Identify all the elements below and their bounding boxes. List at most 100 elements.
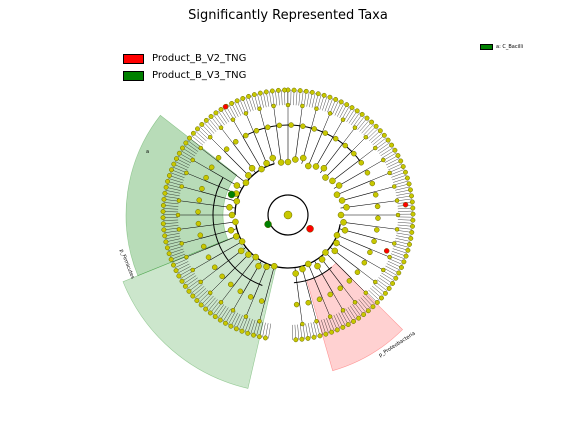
node-leaf bbox=[392, 147, 398, 153]
node-leaf bbox=[203, 117, 209, 123]
leaf-edge bbox=[188, 281, 201, 292]
node-order bbox=[184, 254, 189, 260]
node-leaf bbox=[190, 130, 196, 136]
node-class bbox=[200, 243, 207, 250]
node-leaf bbox=[229, 100, 235, 106]
node-leaf bbox=[169, 167, 174, 173]
leaf-edge bbox=[340, 311, 349, 325]
leaf-edge bbox=[355, 116, 365, 129]
leaf-edge bbox=[263, 92, 267, 108]
node-phylum bbox=[242, 179, 250, 186]
node-class bbox=[211, 264, 218, 271]
leaf-edge bbox=[231, 103, 239, 117]
node-order bbox=[198, 145, 203, 151]
node-order bbox=[190, 267, 195, 273]
node-leaf bbox=[323, 331, 329, 337]
node-enriched-red-b bbox=[383, 248, 390, 254]
node-leaf bbox=[406, 181, 412, 187]
node-leaf bbox=[409, 199, 415, 205]
leaf-edge bbox=[169, 175, 184, 181]
leaf-edge bbox=[386, 263, 401, 271]
proteobacteria-sector bbox=[306, 262, 403, 372]
leaf-edge bbox=[163, 208, 179, 210]
leaf-edge bbox=[294, 324, 297, 340]
node-order bbox=[395, 212, 401, 218]
node-leaf bbox=[223, 320, 228, 326]
node-phylum bbox=[284, 158, 292, 166]
leaf-edge bbox=[251, 95, 257, 110]
node-class bbox=[223, 146, 230, 152]
node-class bbox=[300, 123, 306, 129]
node-phylum bbox=[269, 154, 276, 162]
leaf-edge bbox=[247, 319, 253, 334]
node-phylum bbox=[335, 182, 343, 189]
node-leaf bbox=[410, 211, 416, 217]
leaf-edge bbox=[381, 150, 396, 159]
branch-mid bbox=[325, 151, 352, 178]
leaf-edge bbox=[395, 186, 410, 191]
leaf-edge bbox=[390, 253, 406, 260]
node-class bbox=[195, 209, 201, 215]
leaf-edge bbox=[198, 292, 210, 303]
node-order bbox=[381, 267, 386, 273]
leaf-edge bbox=[364, 293, 376, 305]
node-order bbox=[243, 111, 249, 116]
branch-outer bbox=[332, 292, 344, 311]
node-class bbox=[253, 127, 260, 134]
leaf-edge bbox=[331, 316, 338, 330]
node-phylum bbox=[233, 233, 240, 240]
leaf-edge bbox=[167, 243, 182, 248]
leaf-edge bbox=[348, 110, 358, 124]
branch-outer bbox=[232, 292, 244, 311]
leaf-edge bbox=[324, 97, 331, 112]
leaf-edge bbox=[310, 322, 315, 338]
leaf-edge bbox=[170, 251, 185, 257]
leaf-edge bbox=[384, 268, 398, 276]
leaf-edge bbox=[163, 227, 179, 230]
node-class bbox=[215, 155, 222, 161]
leaf-edge bbox=[163, 225, 179, 227]
node-leaf bbox=[179, 278, 185, 284]
node-class bbox=[288, 122, 294, 128]
leaf-edge bbox=[164, 230, 180, 234]
node-leaf bbox=[269, 88, 275, 94]
leaf-edge bbox=[321, 319, 326, 335]
node-class bbox=[361, 259, 368, 266]
leaf-edge bbox=[239, 99, 246, 114]
node-leaf bbox=[163, 239, 169, 245]
leaf-edge bbox=[315, 321, 321, 336]
leaf-edge bbox=[397, 224, 413, 227]
node-order bbox=[300, 321, 305, 327]
node-order bbox=[327, 111, 333, 116]
leaf-edge bbox=[193, 133, 205, 144]
branch-mid bbox=[209, 241, 243, 261]
node-leaf bbox=[390, 280, 396, 286]
leaf-edge bbox=[343, 309, 352, 324]
leaf-edge bbox=[179, 153, 193, 161]
node-leaf bbox=[410, 217, 416, 223]
leaf-edge bbox=[178, 268, 193, 277]
branch-outer bbox=[186, 172, 205, 181]
node-order bbox=[230, 117, 236, 122]
leaf-edge bbox=[220, 307, 229, 321]
leaf-edge bbox=[382, 270, 396, 279]
node-order bbox=[218, 300, 224, 305]
node-leaf bbox=[203, 306, 209, 312]
leaf-edge bbox=[269, 91, 272, 107]
leaf-edge bbox=[347, 307, 357, 320]
leaf-edge bbox=[207, 299, 218, 312]
leaf-edge bbox=[358, 299, 369, 311]
leaf-edge bbox=[392, 248, 408, 254]
node-phylum bbox=[333, 239, 340, 247]
node-leaf bbox=[166, 173, 172, 178]
leaf-edge bbox=[257, 93, 262, 109]
node-leaf bbox=[183, 140, 189, 146]
leaf-edge bbox=[360, 297, 371, 309]
node-leaf bbox=[385, 137, 391, 143]
leaf-edge bbox=[185, 142, 199, 152]
node-order bbox=[340, 308, 346, 313]
node-order bbox=[179, 241, 184, 246]
leaf-edge bbox=[220, 109, 230, 123]
leaf-edge bbox=[167, 181, 183, 186]
leaf-edge bbox=[397, 219, 413, 221]
